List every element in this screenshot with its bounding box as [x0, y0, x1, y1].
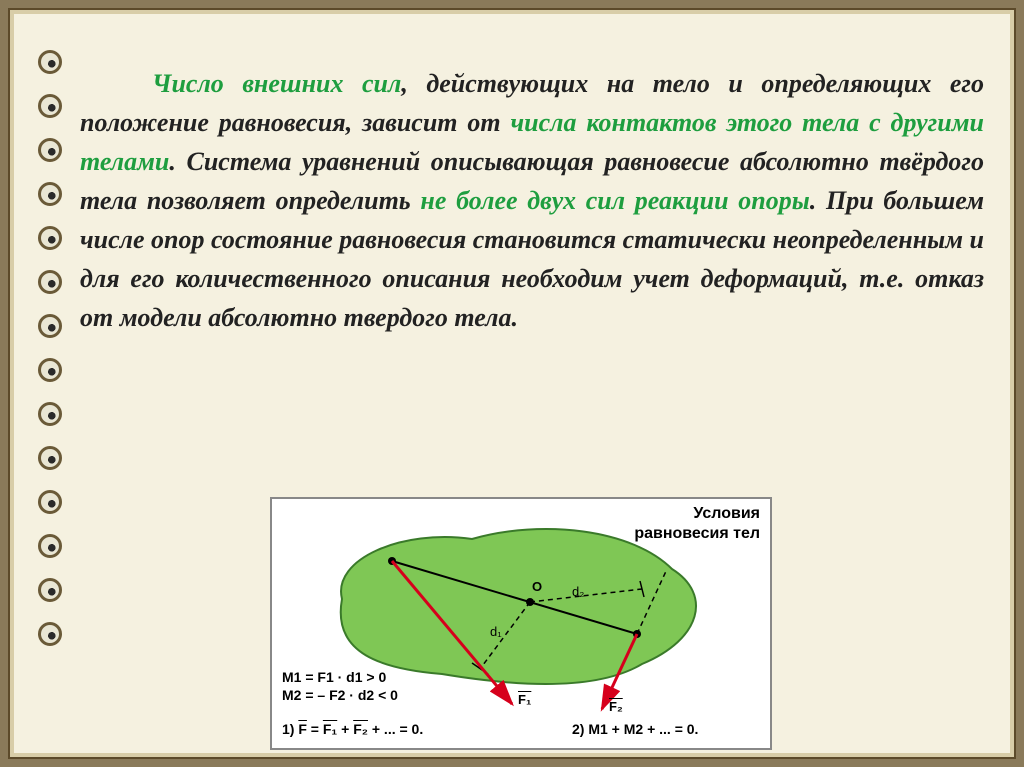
label-d1: d₁: [490, 624, 502, 639]
diagram-title-1: Условия: [693, 505, 760, 523]
cond1-F: F: [298, 721, 307, 737]
label-d2: d₂: [572, 584, 584, 599]
ring-hole: [38, 402, 62, 426]
ring-hole: [38, 226, 62, 250]
label-F1: F₁: [518, 692, 531, 707]
label-O: O: [532, 579, 542, 594]
cond2: 2) M1 + M2 + ... = 0.: [572, 721, 698, 737]
ring-hole: [38, 94, 62, 118]
text-green-1: Число внешних сил: [152, 69, 401, 98]
ring-hole: [38, 358, 62, 382]
cond1-tail: + ... = 0.: [368, 721, 423, 737]
cond1-F2: F₂: [353, 721, 368, 737]
eq-m1: M1 = F1 · d1 > 0: [282, 669, 386, 685]
spiral-binding: [38, 30, 66, 737]
main-paragraph: Число внешних сил, действующих на тело и…: [80, 64, 984, 337]
ring-hole: [38, 622, 62, 646]
cond1-eq: =: [307, 721, 323, 737]
content-area: Число внешних сил, действующих на тело и…: [80, 38, 984, 363]
label-F2: F₂: [609, 699, 623, 714]
cond1-prefix: 1): [282, 721, 298, 737]
cond1-plus1: +: [337, 721, 353, 737]
ring-hole: [38, 578, 62, 602]
body-blob: [341, 529, 696, 684]
diagram-title-2: равновесия тел: [634, 525, 760, 543]
ring-hole: [38, 446, 62, 470]
ring-hole: [38, 490, 62, 514]
eq-m2: M2 = – F2 · d2 < 0: [282, 687, 398, 703]
ring-hole: [38, 270, 62, 294]
cond1-F1: F₁: [323, 721, 337, 737]
page-frame: Число внешних сил, действующих на тело и…: [8, 8, 1016, 759]
ring-hole: [38, 534, 62, 558]
ring-hole: [38, 314, 62, 338]
equilibrium-diagram: Условия равновесия тел O d₁ d₂ F₁ F₂ M1 …: [270, 497, 772, 750]
text-green-3: не более двух сил реакции опоры: [420, 186, 809, 215]
ring-hole: [38, 182, 62, 206]
ring-hole: [38, 138, 62, 162]
ring-hole: [38, 50, 62, 74]
